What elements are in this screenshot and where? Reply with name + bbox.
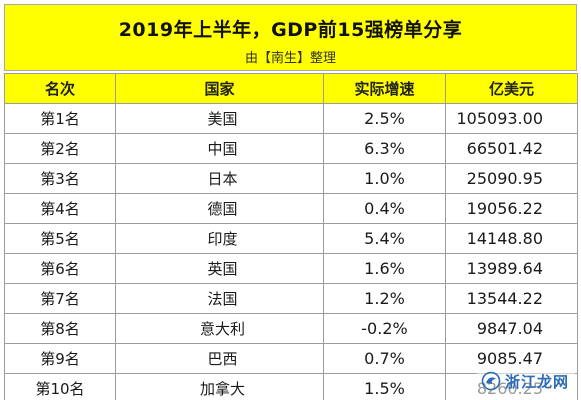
rank-cell: 第2名 [4,133,116,164]
growth-cell: 1.6% [323,253,446,284]
country-cell: 巴西 [115,343,324,374]
table-row: 第2名 中国 6.3% 66501.42 [4,133,578,164]
country-cell: 意大利 [115,313,324,344]
growth-cell: 2.5% [323,103,446,134]
table-row: 第8名 意大利 -0.2% 9847.04 [4,313,578,344]
country-cell: 英国 [115,253,324,284]
country-cell: 法国 [115,283,324,314]
page-title: 2019年上半年，GDP前15强榜单分享 [118,19,463,41]
column-header-growth: 实际增速 [323,73,446,104]
dragon-logo-icon [481,371,501,391]
gdp-ranking-table: 名次 国家 实际增速 亿美元 第1名 美国 2.5% 105093.00 第2名… [4,73,578,400]
country-cell: 德国 [115,193,324,224]
country-cell: 日本 [115,163,324,194]
table-row: 第4名 德国 0.4% 19056.22 [4,193,578,224]
gdp-cell: 66501.42 [445,133,578,164]
rank-cell: 第8名 [4,313,116,344]
growth-cell: 5.4% [323,223,446,254]
growth-cell: 1.0% [323,163,446,194]
country-cell: 加拿大 [115,373,324,400]
growth-cell: 1.2% [323,283,446,314]
column-header-rank: 名次 [4,73,116,104]
column-header-gdp: 亿美元 [445,73,578,104]
watermark-text: 浙江龙网 [504,372,569,391]
page-subtitle: 由【南生】整理 [244,51,336,66]
rank-cell: 第4名 [4,193,116,224]
table-row: 第1名 美国 2.5% 105093.00 [4,103,578,134]
rank-cell: 第10名 [4,373,116,400]
title-block: 2019年上半年，GDP前15强榜单分享 由【南生】整理 [4,4,577,71]
growth-cell: 0.7% [323,343,446,374]
country-cell: 美国 [115,103,324,134]
table-row: 第9名 巴西 0.7% 9085.47 [4,343,578,374]
table-row: 第6名 英国 1.6% 13989.64 [4,253,578,284]
rank-cell: 第9名 [4,343,116,374]
growth-cell: 0.4% [323,193,446,224]
gdp-cell: 25090.95 [445,163,578,194]
rank-cell: 第6名 [4,253,116,284]
table-header-row: 名次 国家 实际增速 亿美元 [4,73,578,104]
table-row: 第7名 法国 1.2% 13544.22 [4,283,578,314]
gdp-cell: 19056.22 [445,193,578,224]
gdp-cell: 105093.00 [445,103,578,134]
rank-cell: 第3名 [4,163,116,194]
table-row: 第3名 日本 1.0% 25090.95 [4,163,578,194]
rank-cell: 第1名 [4,103,116,134]
country-cell: 印度 [115,223,324,254]
gdp-cell: 13989.64 [445,253,578,284]
gdp-cell: 14148.80 [445,223,578,254]
rank-cell: 第7名 [4,283,116,314]
gdp-cell: 13544.22 [445,283,578,314]
growth-cell: 6.3% [323,133,446,164]
site-watermark: 浙江龙网 [476,368,575,394]
country-cell: 中国 [115,133,324,164]
table-row: 第10名 加拿大 1.5% 8260.25 [4,373,578,400]
growth-cell: 1.5% [323,373,446,400]
rank-cell: 第5名 [4,223,116,254]
gdp-cell: 9847.04 [445,313,578,344]
table-row: 第5名 印度 5.4% 14148.80 [4,223,578,254]
growth-cell: -0.2% [323,313,446,344]
column-header-country: 国家 [115,73,324,104]
